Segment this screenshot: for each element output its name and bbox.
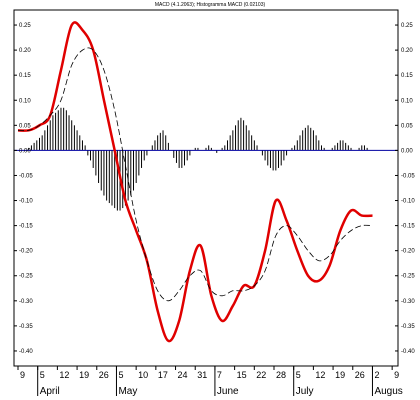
right-tick-label: 0.20 (401, 48, 413, 54)
right-tick-label: 0.05 (401, 123, 413, 129)
right-tick-label: -0.05 (401, 173, 415, 179)
x-tick-label: 5 (118, 370, 123, 380)
right-tick-label: -0.25 (401, 274, 415, 280)
right-tick-label: -0.30 (401, 299, 415, 305)
right-tick-label: 0.25 (401, 23, 413, 29)
series-layer (17, 21, 373, 343)
y-tick-label: 0.15 (19, 73, 31, 79)
right-tick-label: 0.00 (401, 148, 413, 154)
month-label: June (217, 386, 239, 397)
x-tick-label: 12 (315, 370, 325, 380)
right-tick-label: -0.40 (401, 349, 415, 355)
x-tick-label: 19 (335, 370, 345, 380)
y-tick-label: 0.05 (19, 123, 31, 129)
x-tick-label: 9 (394, 370, 399, 380)
x-tick-label: 19 (79, 370, 89, 380)
x-tick-label: 2 (374, 370, 379, 380)
signal-line (17, 47, 373, 302)
x-tick-label: 5 (40, 370, 45, 380)
right-tick-label: 0.10 (401, 98, 413, 104)
chart-title: MACD (4.1.2063); Histogramma MACD (0.021… (155, 2, 266, 8)
month-label: April (40, 386, 60, 397)
x-tick-label: 5 (296, 370, 301, 380)
right-tick-label: -0.35 (401, 324, 415, 330)
right-tick-label: 0.15 (401, 73, 413, 79)
x-tick-label: 9 (20, 370, 25, 380)
month-label: Augus (374, 386, 402, 397)
right-tick-label: -0.10 (401, 199, 415, 205)
y-tick-label: -0.30 (19, 299, 33, 305)
x-tick-label: 15 (237, 370, 247, 380)
y-tick-label: 0.00 (19, 148, 31, 154)
y-axis-right: 0.25 0.20 0.15 0.10 0.05 0.00 -0.05 -0.10 -0.15 -… (395, 23, 415, 355)
x-tick-label: 22 (256, 370, 266, 380)
y-tick-label: -0.05 (19, 173, 33, 179)
y-tick-label: -0.25 (19, 274, 33, 280)
y-tick-label: 0.20 (19, 48, 31, 54)
x-axis: 9 5 12 19 26 5 10 17 24 31 7 15 22 28 5 12 19 26 2 9 April Ma… (17, 366, 403, 397)
y-tick-label: -0.15 (19, 224, 33, 230)
y-tick-label: -0.35 (19, 324, 33, 330)
x-tick-label: 26 (355, 370, 365, 380)
x-tick-label: 31 (197, 370, 207, 380)
x-tick-label: 10 (138, 370, 148, 380)
plot-frame (13, 9, 399, 367)
macd-line (17, 21, 373, 343)
x-tick-label: 12 (59, 370, 69, 380)
x-tick-label: 28 (276, 370, 286, 380)
y-tick-label: -0.10 (19, 199, 33, 205)
x-tick-label: 26 (99, 370, 109, 380)
right-tick-label: -0.20 (401, 249, 415, 255)
x-tick-label: 24 (178, 370, 188, 380)
x-tick-label: 7 (217, 370, 222, 380)
month-label: July (296, 386, 314, 397)
y-tick-label: 0.10 (19, 98, 31, 104)
x-tick-label: 17 (158, 370, 168, 380)
y-tick-label: -0.40 (19, 349, 33, 355)
month-label: May (118, 386, 137, 397)
y-axis-left: 0.25 0.20 0.15 0.10 0.05 0.00 -0.05 -0.10 -0.15 -… (14, 23, 33, 355)
y-tick-label: -0.20 (19, 249, 33, 255)
y-tick-label: 0.25 (19, 23, 31, 29)
right-tick-label: -0.15 (401, 224, 415, 230)
